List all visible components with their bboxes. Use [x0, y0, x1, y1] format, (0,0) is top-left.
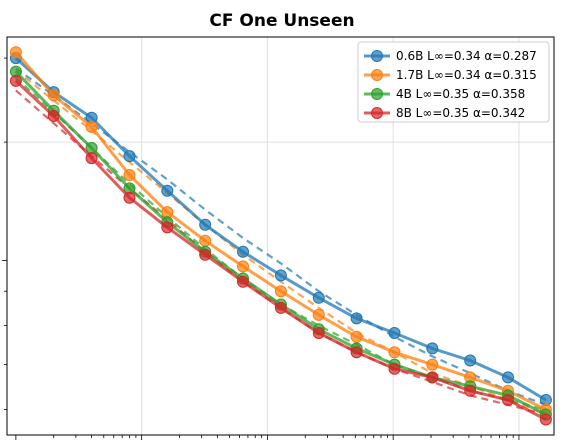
legend-label: 1.7B L∞=0.34 α=0.315 [396, 68, 537, 82]
legend-label: 8B L∞=0.35 α=0.342 [396, 106, 525, 120]
data-point [502, 394, 514, 406]
legend-marker [371, 69, 383, 81]
legend-item: 0.6B L∞=0.34 α=0.287 [364, 49, 537, 63]
data-point [388, 327, 401, 339]
data-point [237, 260, 249, 273]
data-point [388, 362, 401, 375]
data-point [388, 346, 401, 359]
data-point [47, 110, 60, 122]
data-point [539, 413, 552, 426]
data-point [274, 301, 287, 314]
data-point [274, 269, 287, 282]
series-1 [9, 52, 552, 406]
data-point [426, 358, 439, 371]
legend: 0.6B L∞=0.34 α=0.287 1.7B L∞=0.34 α=0.315… [357, 41, 550, 123]
legend-label: 4B L∞=0.35 α=0.358 [396, 87, 525, 101]
series-4 [9, 74, 552, 426]
data-point [161, 206, 174, 219]
data-point [350, 346, 363, 359]
data-point [464, 384, 477, 397]
fit-line-1 [15, 67, 547, 406]
data-point [312, 327, 325, 339]
legend-item: 1.7B L∞=0.34 α=0.315 [364, 68, 537, 82]
axis-ticks [2, 57, 520, 440]
legend-label: 0.6B L∞=0.34 α=0.287 [396, 49, 537, 63]
data-point [350, 330, 363, 343]
data-point [237, 245, 249, 258]
legend-marker [371, 107, 383, 119]
fit-line-4 [15, 89, 547, 416]
data-point [47, 89, 60, 102]
data-point [85, 152, 98, 165]
data-point [350, 312, 363, 325]
data-point [123, 191, 136, 204]
legend-marker [371, 88, 383, 100]
data-point [464, 354, 477, 367]
data-point [312, 291, 325, 304]
data-point [426, 371, 439, 384]
legend-item: 4B L∞=0.35 α=0.358 [364, 87, 525, 101]
data-point [9, 46, 22, 59]
plot-area [6, 36, 555, 436]
data-point [502, 371, 514, 384]
data-point [199, 218, 212, 231]
data-point [85, 120, 98, 133]
legend-item: 8B L∞=0.35 α=0.342 [364, 106, 525, 120]
data-point [123, 150, 136, 163]
chart-title: CF One Unseen [209, 11, 354, 31]
legend-marker [371, 50, 383, 62]
data-point [199, 248, 212, 261]
data-point [274, 285, 287, 298]
legend-box [357, 41, 550, 123]
data-point [237, 275, 249, 288]
data-point [312, 308, 325, 321]
data-point [161, 184, 174, 197]
data-point [161, 221, 174, 234]
data-point [9, 74, 22, 87]
series-lines [9, 46, 552, 426]
data-point [199, 234, 212, 247]
data-point [123, 169, 136, 181]
data-point [426, 342, 439, 355]
